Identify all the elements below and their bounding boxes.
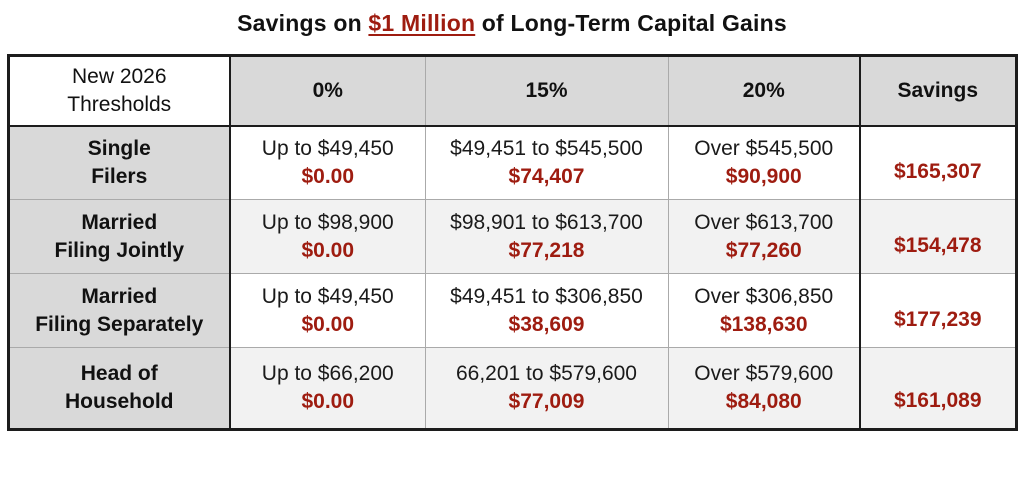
bracket-range: Up to $66,200: [261, 362, 394, 386]
row-label-married-filing-jointly: Married Filing Jointly: [7, 199, 231, 274]
header-15-percent: 15%: [424, 55, 669, 127]
capital-gains-savings-table: New 2026 Thresholds 0% 15% 20% Savings S…: [6, 54, 1018, 431]
cell-single-0pct: Up to $49,450 $0.00: [229, 125, 426, 200]
tax-amount: $77,260: [725, 238, 802, 262]
cell-hoh-savings: $161,089: [859, 347, 1017, 430]
bracket-range: $49,451 to $545,500: [450, 137, 643, 161]
tax-amount: $0.00: [301, 390, 355, 413]
bracket-range: Up to $49,450: [261, 137, 394, 161]
cell-mfs-15pct: $49,451 to $306,850 $38,609: [424, 273, 669, 348]
cell-hoh-0pct: Up to $66,200 $0.00: [229, 347, 426, 430]
page-title: Savings on $1 Million of Long-Term Capit…: [0, 10, 1024, 37]
tax-amount: $77,009: [508, 390, 585, 413]
title-prefix: Savings on: [237, 10, 369, 36]
cell-mfs-0pct: Up to $49,450 $0.00: [229, 273, 426, 348]
bracket-range: Over $545,500: [694, 137, 834, 161]
row-label-married-filing-separately: Married Filing Separately: [7, 273, 231, 348]
tax-amount: $0.00: [301, 312, 355, 336]
title-suffix: of Long-Term Capital Gains: [475, 10, 787, 36]
row-label-line1: Head of: [80, 362, 158, 386]
row-label-line2: Filing Separately: [35, 312, 204, 336]
tax-amount: $38,609: [508, 312, 585, 336]
tax-amount: $0.00: [301, 238, 355, 262]
corner-header-line1: New 2026: [71, 65, 167, 89]
bracket-range: Up to $98,900: [261, 210, 394, 234]
cell-mfj-0pct: Up to $98,900 $0.00: [229, 199, 426, 274]
header-0-percent: 0%: [229, 55, 426, 127]
header-new-2026-thresholds: New 2026 Thresholds: [7, 55, 231, 127]
header-savings: Savings: [859, 55, 1017, 127]
header-20-percent: 20%: [667, 55, 861, 127]
cell-mfs-savings: $177,239: [859, 273, 1017, 348]
row-label-single-filers: Single Filers: [7, 125, 231, 200]
corner-header-line2: Thresholds: [67, 92, 172, 116]
row-label-line1: Married: [81, 284, 158, 308]
title-link-1-million[interactable]: $1 Million: [368, 10, 476, 36]
bracket-range: Over $613,700: [694, 210, 834, 234]
tax-amount: $90,900: [725, 164, 802, 188]
bracket-range: Up to $49,450: [261, 284, 394, 308]
row-married-filing-jointly: Married Filing Jointly Up to $98,900 $0.…: [7, 199, 1017, 274]
bracket-range: 66,201 to $579,600: [455, 362, 637, 386]
row-label-line1: Single: [87, 137, 151, 161]
cell-hoh-20pct: Over $579,600 $84,080: [667, 347, 861, 430]
cell-mfj-savings: $154,478: [859, 199, 1017, 274]
row-label-line2: Filers: [91, 164, 148, 188]
row-single-filers: Single Filers Up to $49,450 $0.00 $49,45…: [7, 125, 1017, 200]
bracket-range: $98,901 to $613,700: [450, 210, 643, 234]
row-label-head-of-household: Head of Household: [7, 347, 231, 430]
cell-mfj-20pct: Over $613,700 $77,260: [667, 199, 861, 274]
cell-single-15pct: $49,451 to $545,500 $74,407: [424, 125, 669, 200]
row-label-line2: Filing Jointly: [54, 238, 185, 262]
tax-amount: $77,218: [508, 238, 585, 262]
row-label-line1: Married: [81, 210, 158, 234]
cell-single-savings: $165,307: [859, 125, 1017, 200]
cell-hoh-15pct: 66,201 to $579,600 $77,009: [424, 347, 669, 430]
bracket-range: Over $579,600: [694, 362, 834, 386]
bracket-range: Over $306,850: [694, 284, 834, 308]
cell-mfs-20pct: Over $306,850 $138,630: [667, 273, 861, 348]
tax-amount: $74,407: [508, 164, 585, 188]
row-head-of-household: Head of Household Up to $66,200 $0.00 66…: [7, 347, 1017, 430]
row-married-filing-separately: Married Filing Separately Up to $49,450 …: [7, 273, 1017, 348]
bracket-range: $49,451 to $306,850: [450, 284, 643, 308]
cell-mfj-15pct: $98,901 to $613,700 $77,218: [424, 199, 669, 274]
row-label-line2: Household: [65, 390, 174, 413]
tax-amount: $138,630: [719, 312, 808, 336]
cell-single-20pct: Over $545,500 $90,900: [667, 125, 861, 200]
tax-amount: $84,080: [725, 390, 802, 413]
tax-amount: $0.00: [301, 164, 355, 188]
header-row: New 2026 Thresholds 0% 15% 20% Savings: [7, 55, 1017, 127]
